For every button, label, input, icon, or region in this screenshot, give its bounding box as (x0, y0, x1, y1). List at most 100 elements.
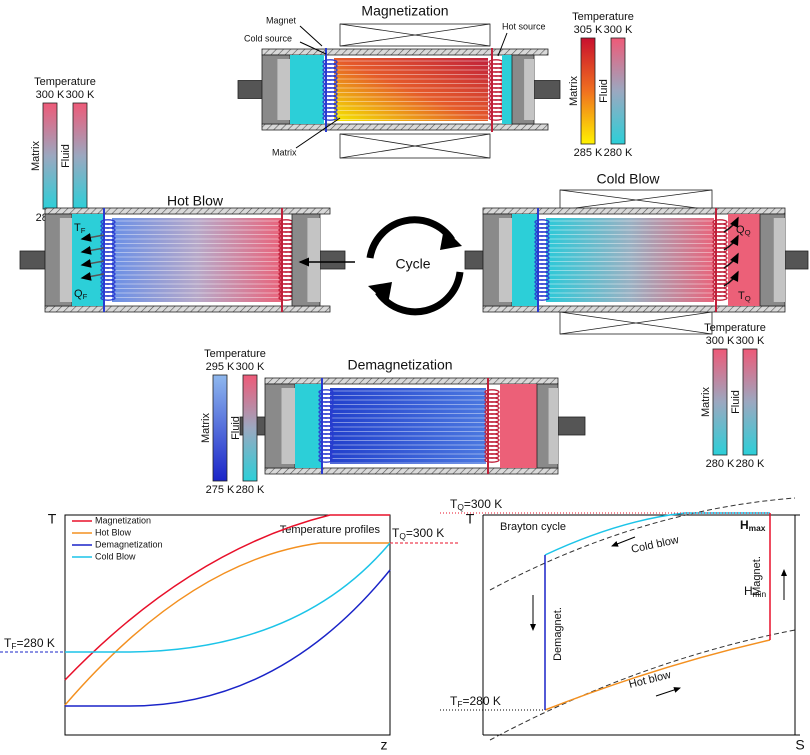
diagram: Magnetization Magnet Cold source Hot source… (0, 0, 810, 755)
piston-face (499, 218, 512, 302)
piston-face (60, 218, 72, 302)
label-sub: max (749, 523, 766, 533)
label-sub: F (81, 226, 86, 235)
label: 300 K (736, 335, 765, 347)
colorbar-fluid (243, 375, 257, 481)
label: 300 K (66, 89, 95, 101)
label: Temperature (204, 348, 266, 360)
colorbar-matrix (43, 103, 57, 209)
housing-bottom (483, 306, 785, 312)
label-sub: Q (745, 228, 751, 237)
label: Magnet. (751, 556, 763, 596)
label: Fluid (598, 79, 610, 103)
piston-rod (465, 251, 483, 269)
piston-rod (238, 81, 262, 99)
piston-rod (320, 251, 345, 269)
label: z (381, 737, 388, 753)
piston-face (277, 59, 290, 120)
colorbar-matrix (713, 349, 727, 455)
label: TF=280 K (450, 694, 501, 709)
label: Cold Blow (596, 171, 660, 187)
label: T (48, 511, 57, 527)
piston-rod (20, 251, 45, 269)
housing-top (483, 208, 785, 214)
cycle-arrow (370, 220, 452, 258)
label-rest: =280 K (462, 694, 500, 708)
label: 280 K (604, 147, 633, 159)
label: Hmax (740, 518, 766, 533)
housing-bottom (45, 306, 330, 312)
label-rest: =300 K (406, 526, 444, 540)
label: 300 K (706, 335, 735, 347)
curve (65, 570, 390, 706)
label: 300 K (36, 89, 65, 101)
housing-top (45, 208, 330, 214)
label: Cycle (395, 256, 430, 272)
label-rest: =300 K (464, 497, 502, 511)
label: Matrix (568, 76, 580, 106)
colorbar-fluid (73, 103, 87, 209)
label: Fluid (60, 144, 72, 168)
label: Temperature (34, 76, 96, 88)
label: Magnetization (361, 3, 448, 19)
label: Demagnet. (552, 607, 564, 661)
piston-rod (558, 417, 585, 435)
matrix (330, 388, 486, 464)
cycle-arrowhead (368, 282, 392, 304)
label: Cold source (244, 33, 292, 43)
housing-bottom (265, 468, 558, 474)
label: Fluid (730, 390, 742, 414)
label: Brayton cycle (500, 521, 566, 533)
colorbar-matrix (581, 38, 595, 144)
colorbar-fluid (611, 38, 625, 144)
label: Hot Blow (167, 193, 224, 209)
label-sub: F (83, 292, 88, 301)
housing-top (265, 378, 558, 384)
label: Magnet (266, 15, 297, 25)
label: 280 K (736, 458, 765, 470)
matrix (546, 218, 714, 302)
housing-top (262, 49, 548, 55)
label: 300 K (236, 361, 265, 373)
label: Fluid (230, 416, 242, 440)
piston-face (524, 59, 534, 120)
label: Matrix (200, 413, 212, 443)
label: Temperature (704, 322, 766, 334)
label-main: H (740, 518, 749, 532)
label: 285 K (574, 147, 603, 159)
label: 300 K (604, 24, 633, 36)
label: Hot Blow (95, 527, 132, 537)
label: 280 K (706, 458, 735, 470)
label: TQ=300 K (450, 497, 502, 512)
label: Demagnetization (347, 357, 452, 373)
colorbar-matrix (213, 375, 227, 481)
label: 280 K (236, 484, 265, 496)
arrow (656, 688, 680, 696)
piston-face (549, 388, 558, 464)
housing-bottom (262, 124, 548, 130)
piston-face (774, 218, 785, 302)
label: Cold blow (630, 534, 680, 556)
label: S (795, 737, 804, 753)
label: Magnetization (95, 515, 151, 525)
fluid-cold (290, 55, 324, 124)
label: 305 K (574, 24, 603, 36)
label: Temperature (572, 11, 634, 23)
colorbar-fluid (743, 349, 757, 455)
piston-rod (785, 251, 808, 269)
label: Demagnetization (95, 539, 163, 549)
matrix (112, 218, 282, 302)
piston-face (282, 388, 296, 464)
label: 275 K (206, 484, 235, 496)
label-rest: =280 K (16, 636, 54, 650)
label: Matrix (700, 387, 712, 417)
matrix (334, 58, 488, 121)
label: TQ=300 K (392, 526, 444, 541)
cycle-arrow (378, 272, 460, 312)
curve (65, 543, 390, 705)
label: Hot source (502, 21, 546, 31)
label-sub: Q (745, 294, 751, 303)
label: Matrix (30, 141, 42, 171)
fluid-cold (512, 214, 538, 306)
piston-rod (534, 81, 560, 99)
